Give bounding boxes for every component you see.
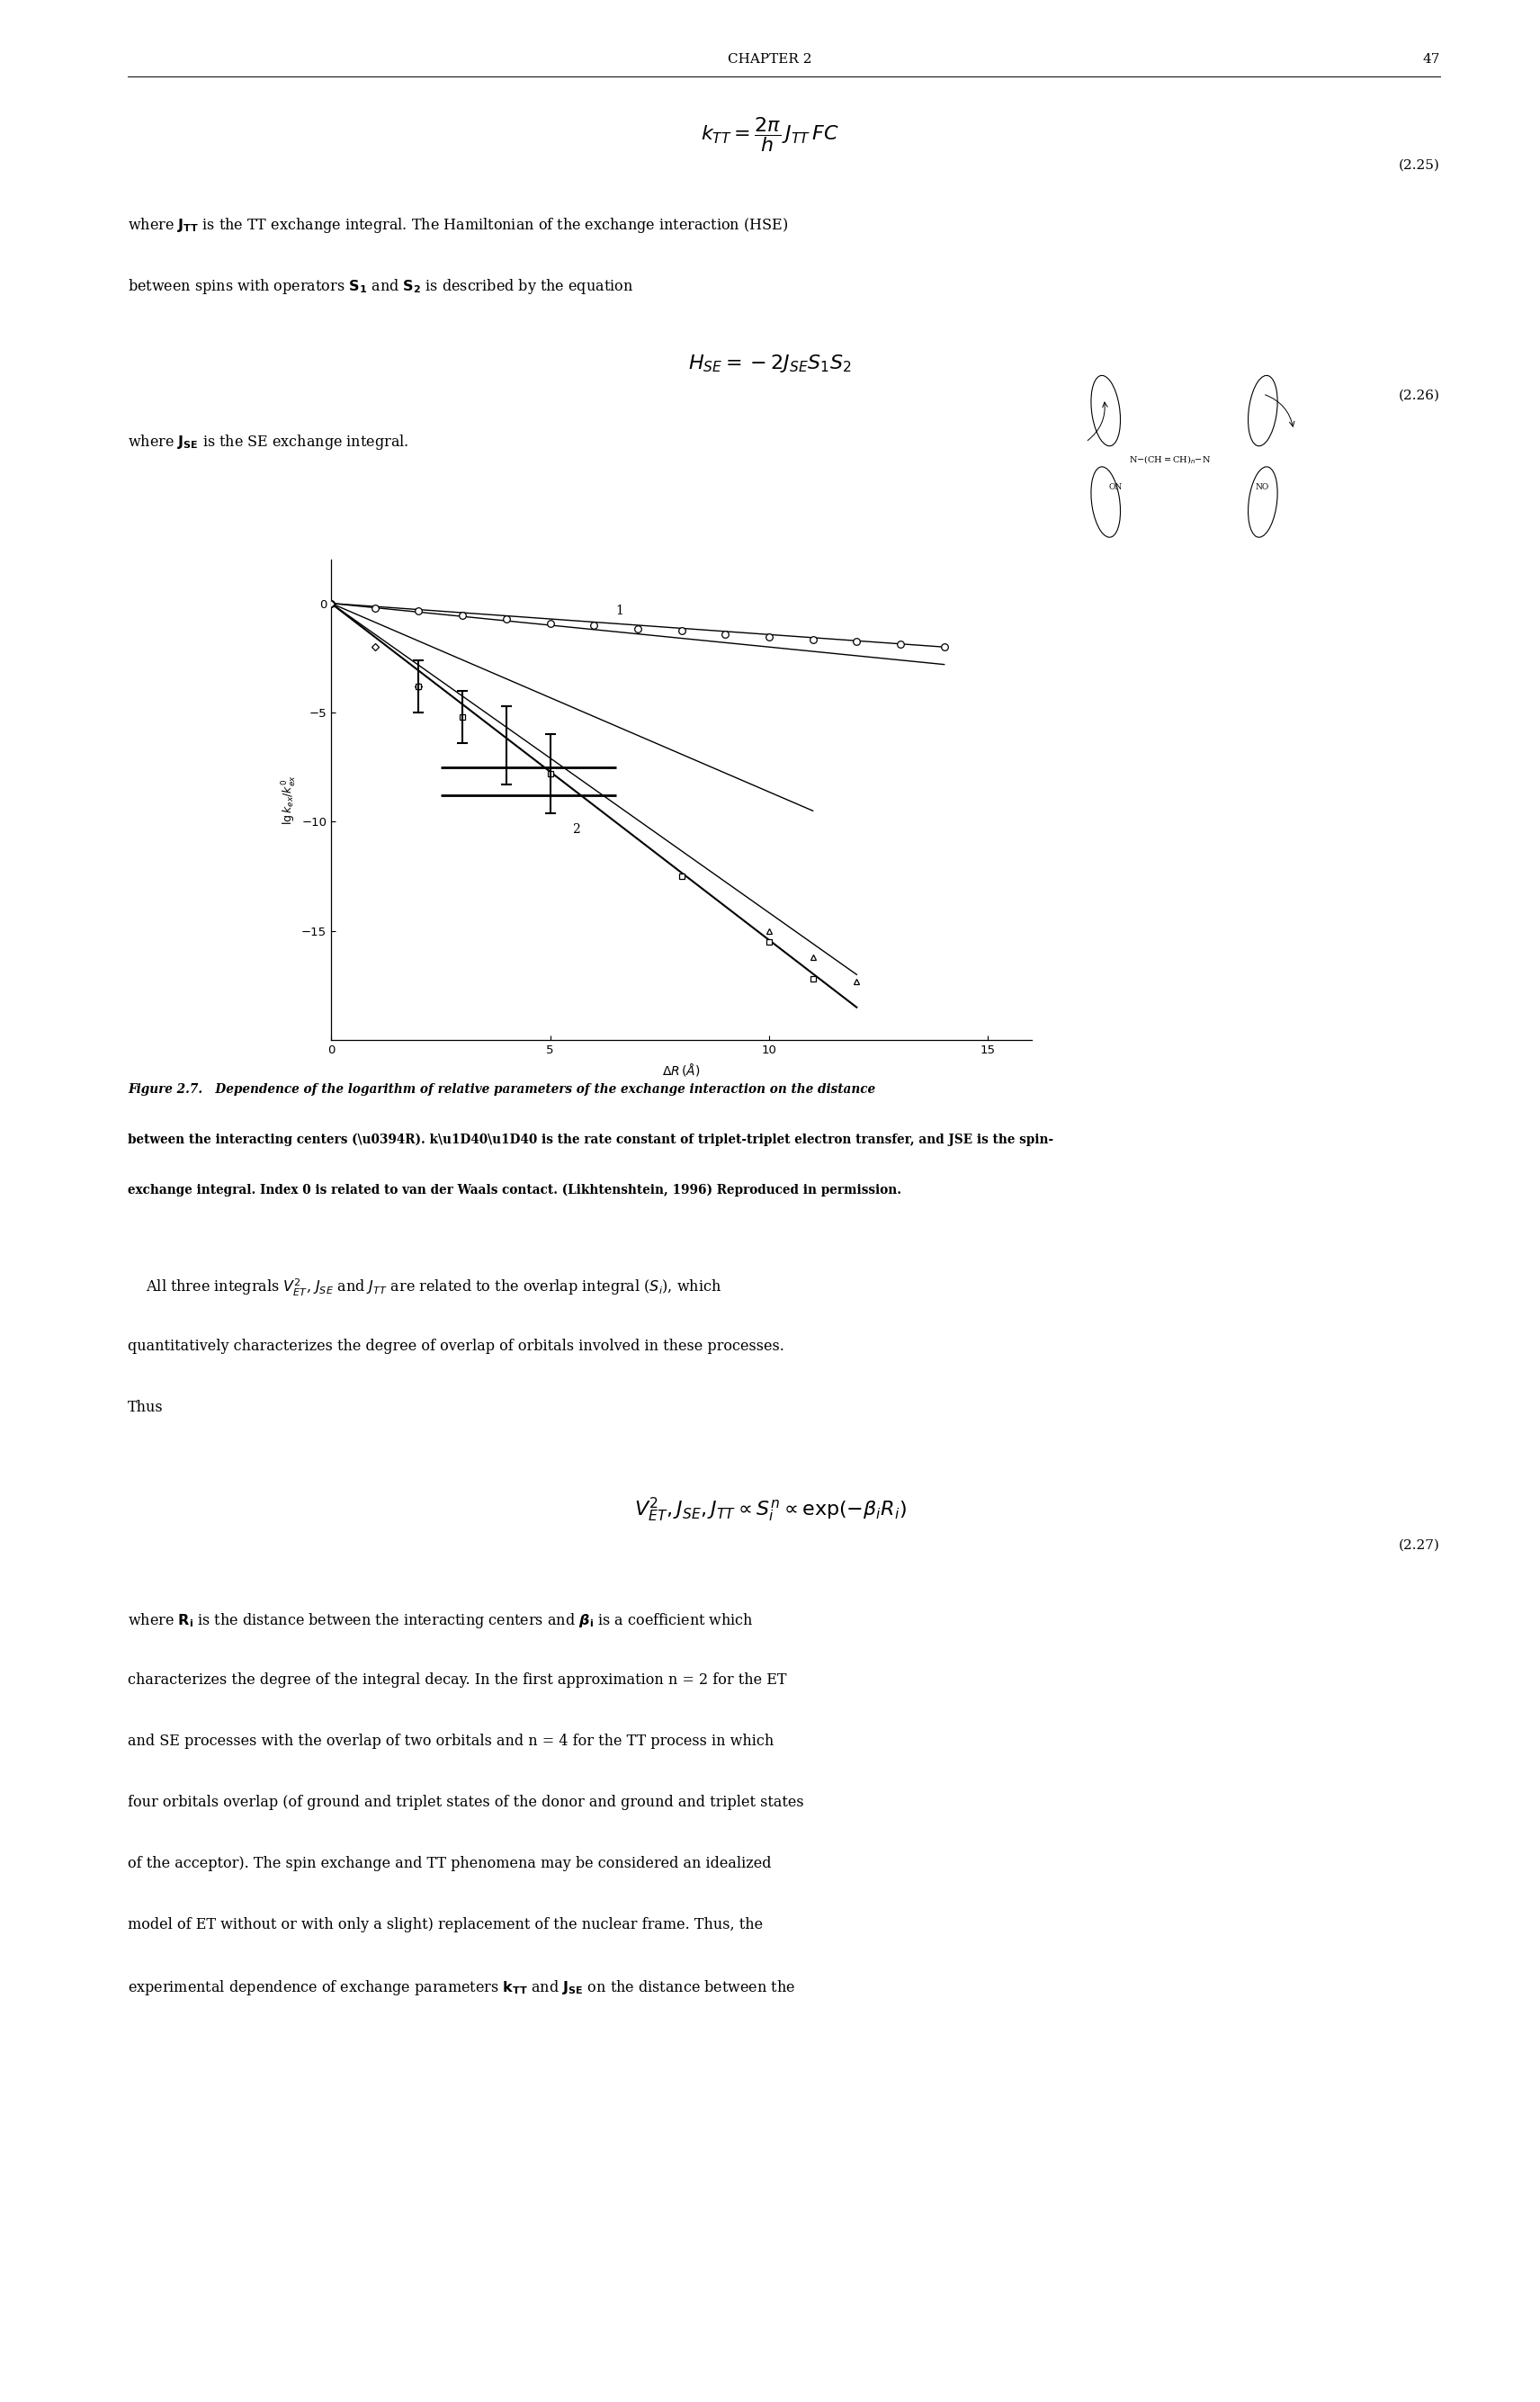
Text: (2.27): (2.27) xyxy=(1398,1540,1440,1552)
Text: 2: 2 xyxy=(571,824,581,836)
Text: exchange integral. Index 0 is related to van der Waals contact. (Likhtenshtein, : exchange integral. Index 0 is related to… xyxy=(128,1184,901,1196)
Text: where $\mathbf{R_i}$ is the distance between the interacting centers and $\bolds: where $\mathbf{R_i}$ is the distance bet… xyxy=(128,1612,753,1631)
Text: ON: ON xyxy=(1109,483,1123,490)
Text: $N_0$: $N_0$ xyxy=(781,773,793,785)
Text: N$-$(CH$=$CH)$_n$$-$N: N$-$(CH$=$CH)$_n$$-$N xyxy=(1129,454,1210,466)
Text: $V^2_{ET}, J_{SE}, J_{TT} \propto S^n_i \propto \exp(-\beta_i R_i)$: $V^2_{ET}, J_{SE}, J_{TT} \propto S^n_i … xyxy=(634,1496,906,1523)
Text: 47: 47 xyxy=(1423,53,1440,65)
Text: between the interacting centers (\u0394R). k\u1D40\u1D40 is the rate constant of: between the interacting centers (\u0394R… xyxy=(128,1134,1053,1146)
Text: $E^+$: $E^+$ xyxy=(901,920,918,934)
Text: and SE processes with the overlap of two orbitals and n = 4 for the TT process i: and SE processes with the overlap of two… xyxy=(128,1734,775,1749)
Text: between spins with operators $\mathbf{S_1}$ and $\mathbf{S_2}$ is described by t: between spins with operators $\mathbf{S_… xyxy=(128,276,633,295)
Text: $N_0$: $N_0$ xyxy=(711,773,724,785)
X-axis label: $\Delta R\,(\AA)$: $\Delta R\,(\AA)$ xyxy=(662,1062,701,1078)
Text: $H_{SE} = -2J_{SE}S_1S_2$: $H_{SE} = -2J_{SE}S_1S_2$ xyxy=(688,353,852,375)
Text: CHAPTER 2: CHAPTER 2 xyxy=(728,53,812,65)
Text: (2.25): (2.25) xyxy=(1398,159,1440,171)
Text: model of ET without or with only a slight) replacement of the nuclear frame. Thu: model of ET without or with only a sligh… xyxy=(128,1917,762,1934)
Text: where $\mathbf{J_{SE}}$ is the SE exchange integral.: where $\mathbf{J_{SE}}$ is the SE exchan… xyxy=(128,432,408,452)
Text: Figure 2.7.   Dependence of the logarithm of relative parameters of the exchange: Figure 2.7. Dependence of the logarithm … xyxy=(128,1083,875,1095)
Text: Thus: Thus xyxy=(128,1400,163,1415)
Text: $k_{TT} = \dfrac{2\pi}{h}\,J_{TT}\,FC$: $k_{TT} = \dfrac{2\pi}{h}\,J_{TT}\,FC$ xyxy=(701,115,839,154)
Text: experimental dependence of exchange parameters $\mathbf{k_{TT}}$ and $\mathbf{J_: experimental dependence of exchange para… xyxy=(128,1979,796,1998)
Text: Me: Me xyxy=(919,1009,932,1016)
Text: $E^T$: $E^T$ xyxy=(878,800,893,814)
Text: All three integrals $V_{ET}^2$, $J_{SE}$ and $J_{TT}$ are related to the overlap: All three integrals $V_{ET}^2$, $J_{SE}$… xyxy=(128,1278,722,1297)
Text: where $\mathbf{J_{TT}}$ is the TT exchange integral. The Hamiltonian of the exch: where $\mathbf{J_{TT}}$ is the TT exchan… xyxy=(128,216,788,235)
Text: 1: 1 xyxy=(616,605,624,617)
Text: of the acceptor). The spin exchange and TT phenomena may be considered an ideali: of the acceptor). The spin exchange and … xyxy=(128,1857,772,1871)
Text: four orbitals overlap (of ground and triplet states of the donor and ground and : four orbitals overlap (of ground and tri… xyxy=(128,1794,804,1811)
Text: NO: NO xyxy=(1255,483,1269,490)
Y-axis label: $\mathrm{lg}\,k_{ex}/k^0_{ex}$: $\mathrm{lg}\,k_{ex}/k^0_{ex}$ xyxy=(280,776,299,824)
Text: characterizes the degree of the integral decay. In the first approximation n = 2: characterizes the degree of the integral… xyxy=(128,1672,787,1689)
Text: (2.26): (2.26) xyxy=(1398,389,1440,401)
Text: quantitatively characterizes the degree of overlap of orbitals involved in these: quantitatively characterizes the degree … xyxy=(128,1338,784,1355)
